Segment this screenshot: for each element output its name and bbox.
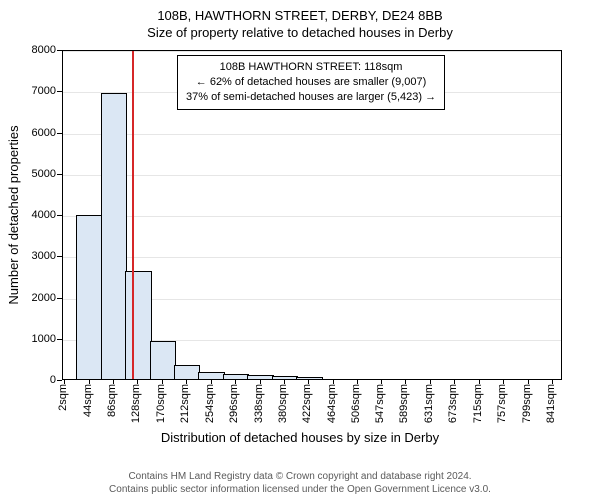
grid-line <box>63 257 561 258</box>
plot-area: 108B HAWTHORN STREET: 118sqm← 62% of det… <box>62 50 562 380</box>
x-tick-label: 631sqm <box>423 384 435 423</box>
chart-area: 108B HAWTHORN STREET: 118sqm← 62% of det… <box>62 50 562 380</box>
title-line-2: Size of property relative to detached ho… <box>0 23 600 40</box>
x-tick-label: 86sqm <box>106 384 118 417</box>
histogram-bar <box>247 375 273 379</box>
footer-attribution: Contains HM Land Registry data © Crown c… <box>0 470 600 496</box>
x-tick-label: 2sqm <box>57 384 69 411</box>
y-tick-label: 4000 <box>6 209 56 221</box>
footer-line-1: Contains HM Land Registry data © Crown c… <box>0 470 600 483</box>
x-tick-label: 422sqm <box>301 384 313 423</box>
histogram-bar <box>150 341 176 379</box>
histogram-bar <box>101 93 127 379</box>
histogram-bar <box>198 372 224 379</box>
y-tick-label: 3000 <box>6 250 56 262</box>
x-tick-label: 799sqm <box>521 384 533 423</box>
y-axis-ticks: 010002000300040005000600070008000 <box>0 50 62 380</box>
x-tick-label: 380sqm <box>277 384 289 423</box>
x-tick-label: 254sqm <box>204 384 216 423</box>
y-tick-label: 6000 <box>6 127 56 139</box>
x-tick-label: 212sqm <box>179 384 191 423</box>
y-tick-mark <box>57 215 62 216</box>
x-tick-label: 757sqm <box>496 384 508 423</box>
x-tick-label: 128sqm <box>130 384 142 423</box>
x-tick-label: 673sqm <box>447 384 459 423</box>
histogram-bar <box>125 271 151 379</box>
x-tick-label: 338sqm <box>253 384 265 423</box>
property-marker-line <box>132 51 134 379</box>
title-line-1: 108B, HAWTHORN STREET, DERBY, DE24 8BB <box>0 0 600 23</box>
x-tick-label: 589sqm <box>398 384 410 423</box>
y-tick-label: 0 <box>6 374 56 386</box>
y-tick-label: 5000 <box>6 168 56 180</box>
x-axis-label: Distribution of detached houses by size … <box>0 430 600 445</box>
x-tick-label: 506sqm <box>350 384 362 423</box>
histogram-bar <box>272 376 298 379</box>
x-tick-label: 715sqm <box>472 384 484 423</box>
y-tick-label: 1000 <box>6 333 56 345</box>
x-tick-label: 44sqm <box>82 384 94 417</box>
y-tick-mark <box>57 256 62 257</box>
histogram-bar <box>223 374 249 379</box>
x-tick-label: 841sqm <box>545 384 557 423</box>
x-tick-label: 296sqm <box>228 384 240 423</box>
grid-line <box>63 51 561 52</box>
y-tick-label: 2000 <box>6 292 56 304</box>
y-tick-mark <box>57 298 62 299</box>
y-tick-mark <box>57 380 62 381</box>
histogram-bar <box>76 215 102 379</box>
annotation-line: ← 62% of detached houses are smaller (9,… <box>186 75 436 90</box>
grid-line <box>63 216 561 217</box>
annotation-line: 37% of semi-detached houses are larger (… <box>186 90 436 105</box>
y-tick-mark <box>57 133 62 134</box>
y-tick-mark <box>57 174 62 175</box>
histogram-bar <box>174 365 200 379</box>
annotation-line: 108B HAWTHORN STREET: 118sqm <box>186 60 436 75</box>
x-tick-label: 547sqm <box>374 384 386 423</box>
x-tick-label: 170sqm <box>155 384 167 423</box>
y-tick-mark <box>57 339 62 340</box>
annotation-box: 108B HAWTHORN STREET: 118sqm← 62% of det… <box>177 55 445 110</box>
footer-line-2: Contains public sector information licen… <box>0 483 600 496</box>
y-tick-mark <box>57 50 62 51</box>
grid-line <box>63 175 561 176</box>
y-tick-label: 7000 <box>6 85 56 97</box>
y-tick-label: 8000 <box>6 44 56 56</box>
grid-line <box>63 134 561 135</box>
x-tick-label: 464sqm <box>326 384 338 423</box>
y-tick-mark <box>57 91 62 92</box>
